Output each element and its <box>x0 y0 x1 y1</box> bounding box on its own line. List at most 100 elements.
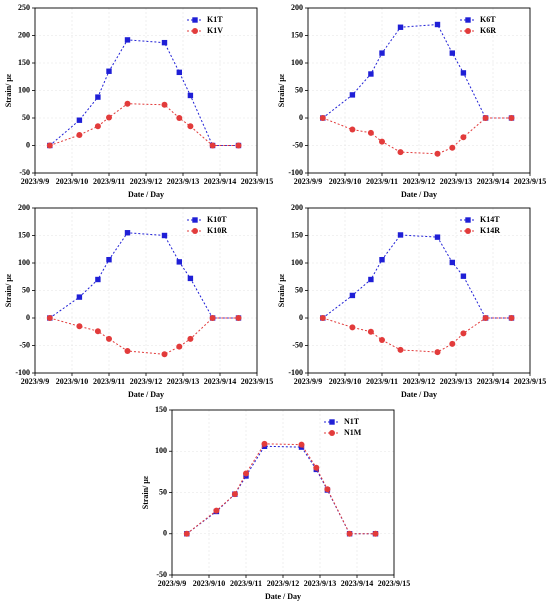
x-tick-label: 2023/9/10 <box>56 377 88 386</box>
marker <box>434 150 441 157</box>
x-tick-label: 2023/9/13 <box>304 579 336 588</box>
series-line <box>49 232 239 319</box>
subplot: -100 -50 0 50 100 150 200 2023/9/9 2023/9/10 2023… <box>4 203 273 399</box>
marker <box>76 132 83 139</box>
y-tick-label: -50 <box>19 340 30 349</box>
y-tick-label: 100 <box>18 258 30 267</box>
marker <box>482 115 489 121</box>
legend-label: K6T <box>480 15 496 24</box>
marker <box>187 92 194 99</box>
y-axis-label: Strain/ με <box>277 73 286 107</box>
y-tick-label: -50 <box>19 168 30 177</box>
x-tick-label: 2023/9/15 <box>514 177 546 186</box>
x-tick-label: 2023/9/9 <box>21 377 49 386</box>
marker <box>76 323 83 330</box>
subplot: -100 -50 0 50 100 150 200 2023/9/9 2023/9/10 2023… <box>277 203 546 399</box>
marker <box>261 440 268 447</box>
marker <box>176 69 182 76</box>
legend-label: K10R <box>207 226 227 235</box>
x-tick-label: 2023/9/10 <box>329 377 361 386</box>
y-tick-label: 150 <box>291 30 303 39</box>
y-tick-label: -100 <box>288 168 303 177</box>
marker <box>460 134 467 141</box>
marker <box>349 126 356 133</box>
y-tick-label: 50 <box>159 487 167 496</box>
marker <box>460 330 467 337</box>
x-tick-label: 2023/9/10 <box>329 177 361 186</box>
marker <box>298 441 305 448</box>
series-line <box>322 234 512 319</box>
x-tick-label: 2023/9/14 <box>477 377 509 386</box>
marker <box>434 349 441 356</box>
y-tick-label: 150 <box>155 405 167 414</box>
x-tick-label: 2023/9/10 <box>193 579 225 588</box>
x-tick-label: 2023/9/9 <box>294 177 322 186</box>
x-tick-label: 2023/9/9 <box>158 579 186 588</box>
marker <box>434 234 441 240</box>
y-tick-label: -100 <box>288 368 303 377</box>
marker <box>95 94 101 100</box>
y-tick-label: 150 <box>18 230 30 239</box>
x-tick-label: 2023/9/13 <box>440 177 472 186</box>
marker <box>209 142 216 149</box>
y-tick-label: 50 <box>22 113 30 122</box>
series-line <box>186 445 376 535</box>
marker <box>379 337 385 343</box>
marker <box>106 68 112 74</box>
plot-frame <box>34 207 258 374</box>
series-line <box>322 317 512 353</box>
y-tick-label: 50 <box>22 285 30 294</box>
y-tick-label: 250 <box>18 3 30 12</box>
marker <box>349 92 356 98</box>
y-tick-label: 50 <box>295 285 303 294</box>
marker <box>367 129 374 136</box>
marker <box>319 315 326 321</box>
y-axis-label: Strain/ με <box>277 273 286 307</box>
y-tick-label: -50 <box>292 140 303 149</box>
y-tick-label: 200 <box>291 3 303 12</box>
marker <box>346 530 353 537</box>
y-tick-label: -50 <box>292 340 303 349</box>
marker <box>176 343 183 350</box>
marker <box>95 276 101 283</box>
y-tick-label: 200 <box>291 203 303 212</box>
legend-label: N1M <box>344 428 362 437</box>
marker <box>183 530 190 537</box>
y-tick-label: 100 <box>291 258 303 267</box>
marker <box>319 115 326 121</box>
marker <box>397 232 404 238</box>
plot-frame <box>307 207 531 374</box>
x-tick-label: 2023/9/13 <box>167 177 199 186</box>
x-tick-label: 2023/9/9 <box>294 377 322 386</box>
marker <box>106 335 112 342</box>
legend-marker <box>465 28 471 34</box>
x-tick-label: 2023/9/14 <box>204 377 236 386</box>
marker <box>449 50 455 56</box>
marker <box>449 144 456 151</box>
x-tick-label: 2023/9/10 <box>56 177 88 186</box>
x-tick-label: 2023/9/13 <box>167 377 199 386</box>
legend-label: K1V <box>207 26 223 35</box>
marker <box>46 142 53 149</box>
marker <box>231 491 238 498</box>
legend-label: K10T <box>207 215 227 224</box>
x-tick-label: 2023/9/12 <box>403 377 435 386</box>
legend-label: K1T <box>207 15 223 24</box>
marker <box>313 464 320 471</box>
y-tick-label: 150 <box>291 230 303 239</box>
marker <box>76 117 83 123</box>
y-tick-label: 100 <box>155 446 167 455</box>
marker <box>213 507 220 514</box>
series-line <box>322 117 512 155</box>
legend-label: K6R <box>480 26 496 35</box>
marker <box>397 24 404 30</box>
y-tick-label: -50 <box>156 570 167 579</box>
marker <box>161 232 168 239</box>
x-axis-label: Date / Day <box>128 390 164 399</box>
legend-label: N1T <box>344 417 360 426</box>
plot-frame <box>34 7 258 174</box>
marker <box>161 39 168 46</box>
plot-frame <box>171 409 395 576</box>
x-axis-label: Date / Day <box>128 190 164 199</box>
series-line <box>49 103 239 146</box>
